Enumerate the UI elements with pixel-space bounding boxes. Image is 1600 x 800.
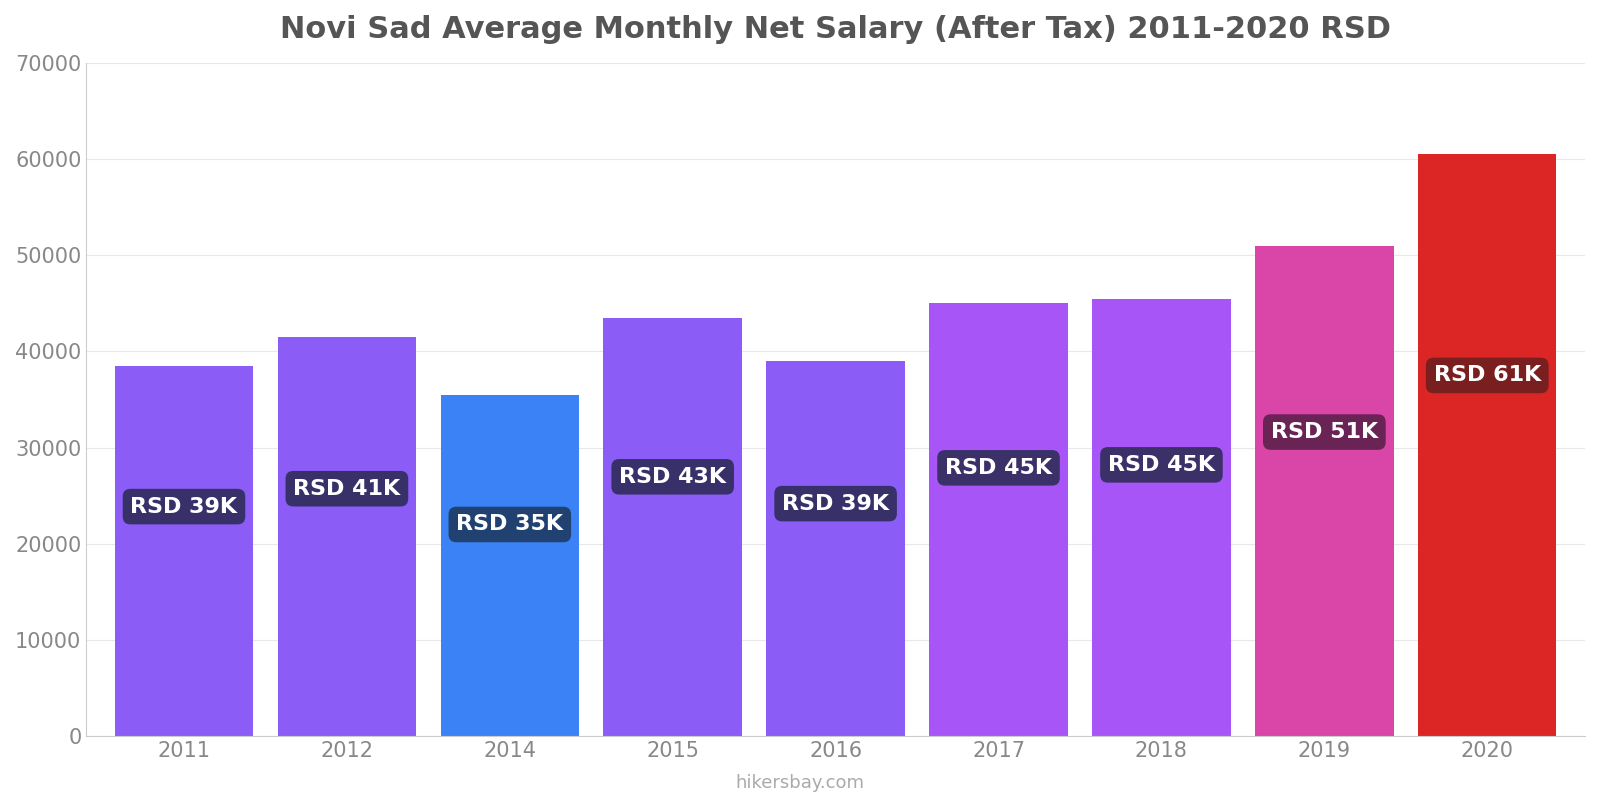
Text: RSD 61K: RSD 61K: [1434, 366, 1541, 386]
Text: RSD 51K: RSD 51K: [1270, 422, 1378, 442]
Text: RSD 45K: RSD 45K: [946, 458, 1053, 478]
Bar: [278, 337, 416, 736]
Bar: [1254, 246, 1394, 736]
Text: RSD 39K: RSD 39K: [131, 497, 237, 517]
Text: hikersbay.com: hikersbay.com: [736, 774, 864, 792]
Bar: [1418, 154, 1557, 736]
Text: RSD 45K: RSD 45K: [1107, 455, 1214, 475]
Text: RSD 43K: RSD 43K: [619, 466, 726, 486]
Text: RSD 39K: RSD 39K: [782, 494, 890, 514]
Title: Novi Sad Average Monthly Net Salary (After Tax) 2011-2020 RSD: Novi Sad Average Monthly Net Salary (Aft…: [280, 15, 1390, 44]
Bar: [1093, 298, 1230, 736]
Text: RSD 35K: RSD 35K: [456, 514, 563, 534]
Bar: [115, 366, 253, 736]
Bar: [440, 394, 579, 736]
Text: RSD 41K: RSD 41K: [293, 478, 400, 498]
Bar: [766, 361, 906, 736]
Bar: [603, 318, 742, 736]
Bar: [930, 303, 1067, 736]
